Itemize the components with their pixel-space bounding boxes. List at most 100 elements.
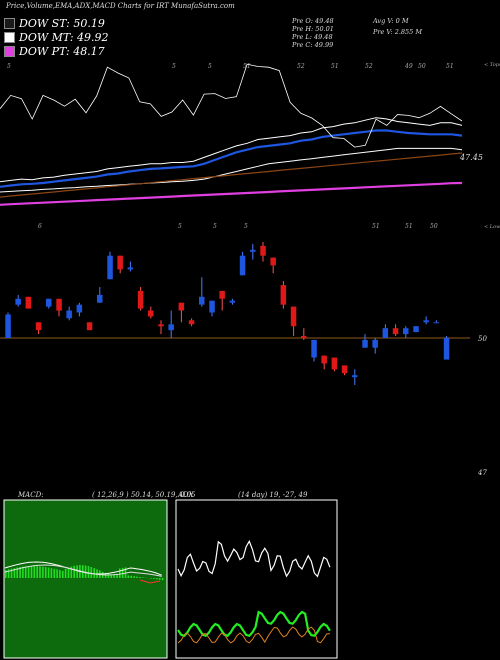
macd-histogram-bar bbox=[62, 570, 64, 578]
candle-level-label: 50 bbox=[478, 335, 487, 343]
macd-histogram-bar bbox=[130, 575, 132, 578]
tops-tick: 52 bbox=[365, 63, 373, 70]
candle-body bbox=[229, 300, 236, 303]
macd-histogram-bar bbox=[161, 578, 164, 581]
candle-body bbox=[290, 306, 297, 327]
candle-body bbox=[178, 302, 185, 311]
candle-body bbox=[5, 314, 11, 338]
candle-body bbox=[250, 249, 256, 252]
candle-body bbox=[127, 267, 134, 270]
macd-histogram-bar bbox=[44, 567, 47, 578]
macd-histogram-bar bbox=[133, 576, 135, 578]
macd-histogram-bar bbox=[7, 569, 10, 578]
macd-histogram-bar bbox=[64, 568, 67, 578]
ohlc-open: Pre O: 49.48 bbox=[292, 17, 334, 25]
macd-histogram-bar bbox=[30, 566, 33, 578]
candle-body bbox=[168, 324, 174, 331]
macd-histogram-bar bbox=[56, 569, 58, 578]
candle-body bbox=[392, 328, 399, 335]
tops-tick: 51 bbox=[243, 63, 251, 70]
macd-histogram-bar bbox=[27, 566, 30, 578]
lows-tick: 5 bbox=[178, 223, 182, 230]
macd-histogram-bar bbox=[70, 566, 73, 578]
macd-histogram-bar bbox=[39, 566, 41, 578]
legend-label-mt: DOW MT: 49.92 bbox=[19, 31, 109, 44]
macd-histogram-bar bbox=[59, 570, 61, 578]
candle-body bbox=[107, 255, 113, 280]
candle-body bbox=[433, 322, 440, 324]
legend-swatch-pt bbox=[4, 46, 15, 57]
adx-values: (14 day) 19, -27, 49 bbox=[238, 491, 308, 499]
candle-body bbox=[209, 300, 215, 313]
macd-histogram-bar bbox=[93, 568, 95, 578]
ohlc-low: Pre L: 49.48 bbox=[292, 33, 333, 41]
tops-tick: 5 bbox=[7, 63, 11, 70]
macd-histogram-bar bbox=[16, 567, 18, 578]
tops-tick: 49 bbox=[404, 63, 413, 70]
tops-tick: 5 bbox=[208, 63, 212, 70]
ohlc-high: Pre H: 50.01 bbox=[292, 25, 334, 33]
avg-volume: Avg V: 0 M bbox=[373, 17, 409, 25]
lows-tick: 51 bbox=[405, 223, 413, 230]
macd-histogram-bar bbox=[76, 565, 78, 578]
tops-tick: 52 bbox=[297, 63, 305, 70]
macd-histogram-bar bbox=[107, 573, 110, 578]
macd-histogram-bar bbox=[116, 575, 118, 578]
macd-histogram-bar bbox=[110, 574, 113, 578]
macd-histogram-bar bbox=[67, 567, 70, 578]
macd-histogram-bar bbox=[127, 575, 130, 578]
macd-histogram-bar bbox=[5, 570, 7, 578]
candle-body bbox=[352, 375, 358, 378]
macd-histogram-bar bbox=[53, 568, 56, 578]
candle-body bbox=[372, 339, 378, 348]
macd-histogram-bar bbox=[47, 567, 50, 578]
candle-body bbox=[15, 298, 21, 305]
macd-label: MACD: bbox=[18, 491, 44, 499]
ema-series-line bbox=[0, 181, 463, 206]
chart-title: Price,Volume,EMA,ADX,MACD Charts for IRT… bbox=[6, 2, 235, 10]
lows-tick: 6 bbox=[38, 223, 42, 230]
macd-histogram-bar bbox=[156, 578, 158, 580]
candle-body bbox=[443, 338, 450, 360]
candle-body bbox=[199, 296, 205, 305]
tops-axis-label: < Tops bbox=[484, 62, 500, 68]
candle-body bbox=[260, 245, 266, 256]
candle-body bbox=[301, 336, 307, 338]
ema-series-line bbox=[0, 147, 463, 193]
lows-tick: 51 bbox=[372, 223, 380, 230]
macd-histogram-bar bbox=[90, 567, 93, 578]
candle-body bbox=[423, 320, 429, 323]
macd-histogram-bar bbox=[50, 568, 53, 578]
candle-body bbox=[331, 357, 338, 370]
candle-body bbox=[321, 355, 327, 364]
candle-body bbox=[97, 294, 103, 303]
candle-body bbox=[35, 322, 42, 331]
adx-line bbox=[177, 539, 331, 578]
tops-tick: 50 bbox=[418, 63, 426, 70]
tops-tick: 51 bbox=[331, 63, 339, 70]
legend-dow-pt: DOW PT: 48.17 bbox=[4, 45, 105, 58]
lows-tick: 5 bbox=[213, 223, 217, 230]
macd-histogram-bar bbox=[158, 578, 161, 580]
macd-histogram-bar bbox=[139, 577, 141, 578]
ema-series-line bbox=[0, 129, 463, 188]
candle-body bbox=[158, 324, 164, 327]
macd-histogram-bar bbox=[33, 566, 36, 578]
candle-body bbox=[280, 285, 287, 305]
legend-label-st: DOW ST: 50.19 bbox=[19, 17, 105, 30]
candle-body bbox=[239, 255, 246, 276]
macd-histogram-bar bbox=[150, 578, 152, 579]
lows-tick: 5 bbox=[244, 223, 248, 230]
candle-body bbox=[362, 339, 368, 348]
macd-histogram-bar bbox=[42, 566, 44, 578]
candle-body bbox=[25, 296, 32, 309]
lows-tick: 50 bbox=[430, 223, 438, 230]
legend-dow-mt: DOW MT: 49.92 bbox=[4, 31, 109, 44]
macd-histogram-bar bbox=[19, 567, 21, 578]
macd-histogram-bar bbox=[10, 568, 13, 578]
ema-series-line bbox=[0, 117, 463, 183]
ema-level-label: 47.45 bbox=[459, 153, 483, 162]
lows-axis-label: < Lows bbox=[484, 224, 500, 230]
tops-tick: 51 bbox=[446, 63, 454, 70]
